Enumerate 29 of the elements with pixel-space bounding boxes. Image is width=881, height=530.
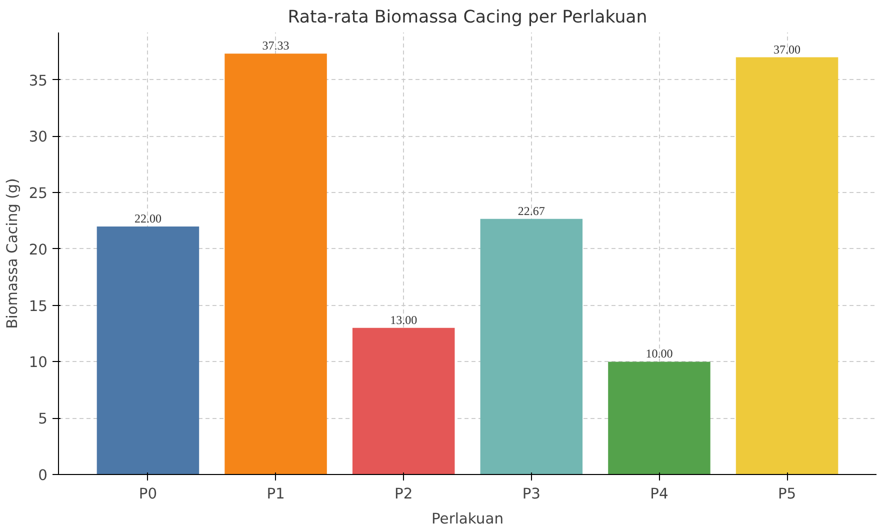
x-tick-label: P4 xyxy=(650,486,668,502)
x-tick-label: P2 xyxy=(394,486,413,502)
bar xyxy=(352,328,455,474)
bar xyxy=(96,226,200,474)
bar xyxy=(224,54,327,474)
y-tick-label: 10 xyxy=(28,354,48,372)
bar xyxy=(736,57,838,474)
y-tick-label: 5 xyxy=(38,410,48,428)
x-tick-label: P5 xyxy=(778,486,796,502)
data-label: 22.67 xyxy=(518,204,545,218)
y-tick-label: 30 xyxy=(28,128,48,146)
y-tick-label: 0 xyxy=(38,467,48,484)
y-tick-label: 20 xyxy=(28,241,48,258)
bar xyxy=(480,218,583,474)
y-axis-title: Biomassa Cacing (g) xyxy=(4,178,21,329)
data-label: 37.33 xyxy=(262,38,290,53)
chart-title: Rata-rata Biomassa Cacing per Perlakuan xyxy=(288,8,648,28)
y-tick-label: 35 xyxy=(28,72,48,90)
x-tick-label: P0 xyxy=(138,486,158,502)
data-label: 22.00 xyxy=(134,211,162,226)
bar xyxy=(608,362,710,474)
x-axis-title: Perlakuan xyxy=(431,510,504,528)
x-tick-label: P1 xyxy=(266,486,285,502)
data-label: 13.00 xyxy=(390,312,418,327)
data-label: 37.00 xyxy=(774,42,801,56)
x-tick-label: P3 xyxy=(522,486,540,502)
y-tick-label: 15 xyxy=(28,298,48,315)
data-label: 10.00 xyxy=(646,346,673,361)
y-tick-label: 25 xyxy=(28,185,48,202)
